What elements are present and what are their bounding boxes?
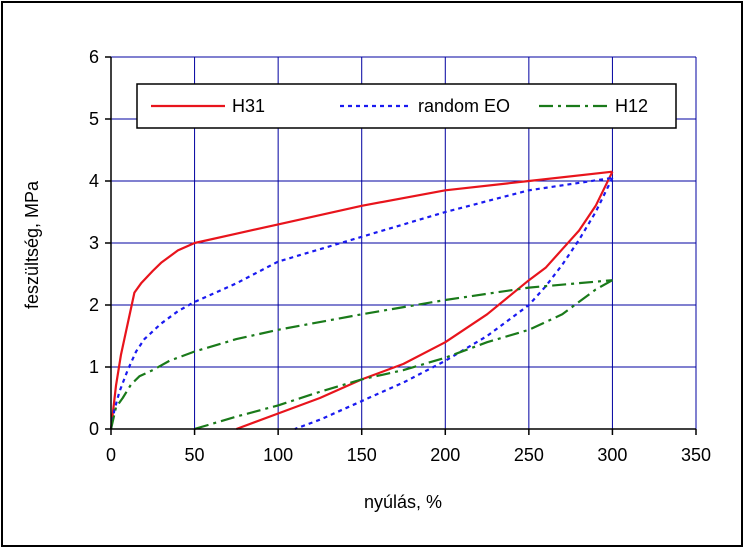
y-tick-label: 5 (89, 109, 99, 129)
legend: H31 random EO H12 (136, 83, 677, 129)
x-tick-labels: 0 50 100 150 200 250 300 350 (106, 445, 711, 465)
y-tick-labels: 0 1 2 3 4 5 6 (89, 47, 99, 439)
x-axis-label: nyúlás, % (364, 492, 442, 512)
series-line-h12-unloading (194, 279, 613, 431)
y-tick-label: 1 (89, 357, 99, 377)
y-tick-label: 3 (89, 233, 99, 253)
x-tick-label: 0 (106, 445, 116, 465)
legend-label-h12: H12 (615, 96, 648, 116)
series-line-random-eo-unloading (294, 177, 614, 431)
y-axis-label: feszültség, MPa (22, 180, 42, 309)
x-tick-label: 350 (681, 445, 711, 465)
x-tick-label: 150 (347, 445, 377, 465)
x-tick-label: 300 (597, 445, 627, 465)
y-tick-label: 0 (89, 419, 99, 439)
y-tick-label: 6 (89, 47, 99, 67)
y-tick-label: 4 (89, 171, 99, 191)
x-tick-label: 100 (263, 445, 293, 465)
y-tick-label: 2 (89, 295, 99, 315)
x-tick-label: 200 (430, 445, 460, 465)
series-line-h31-loading (109, 170, 613, 430)
axes (105, 56, 697, 435)
series-line-h31-unloading (236, 171, 614, 431)
legend-label-h31: H31 (232, 96, 265, 116)
x-tick-label: 250 (514, 445, 544, 465)
series-lines (109, 170, 614, 431)
x-tick-label: 50 (185, 445, 205, 465)
legend-label-random-eo: random EO (418, 96, 510, 116)
series-line-h12-loading (109, 279, 613, 430)
